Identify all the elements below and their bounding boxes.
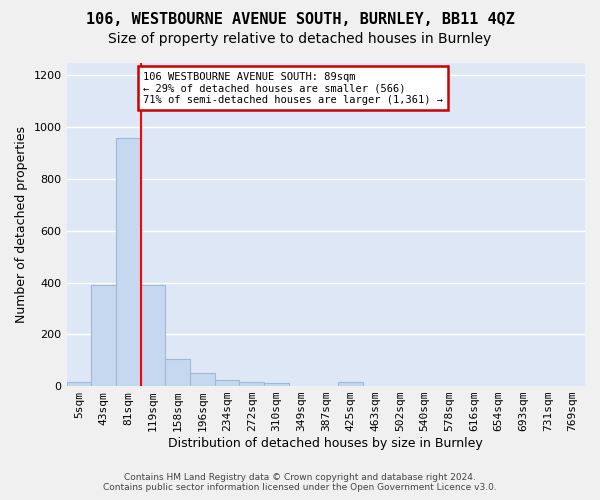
Bar: [67, 382, 91, 386]
X-axis label: Distribution of detached houses by size in Burnley: Distribution of detached houses by size …: [169, 437, 483, 450]
Bar: [264, 384, 289, 386]
Bar: [239, 382, 264, 386]
Bar: [338, 382, 363, 386]
Text: Size of property relative to detached houses in Burnley: Size of property relative to detached ho…: [109, 32, 491, 46]
Bar: [140, 285, 165, 386]
Y-axis label: Number of detached properties: Number of detached properties: [15, 126, 28, 323]
Text: Contains HM Land Registry data © Crown copyright and database right 2024.
Contai: Contains HM Land Registry data © Crown c…: [103, 473, 497, 492]
Bar: [91, 285, 116, 386]
Bar: [116, 138, 140, 386]
Text: 106 WESTBOURNE AVENUE SOUTH: 89sqm
← 29% of detached houses are smaller (566)
71: 106 WESTBOURNE AVENUE SOUTH: 89sqm ← 29%…: [143, 72, 443, 105]
Text: 106, WESTBOURNE AVENUE SOUTH, BURNLEY, BB11 4QZ: 106, WESTBOURNE AVENUE SOUTH, BURNLEY, B…: [86, 12, 514, 28]
Bar: [215, 380, 239, 386]
Bar: [190, 373, 215, 386]
Bar: [165, 359, 190, 386]
